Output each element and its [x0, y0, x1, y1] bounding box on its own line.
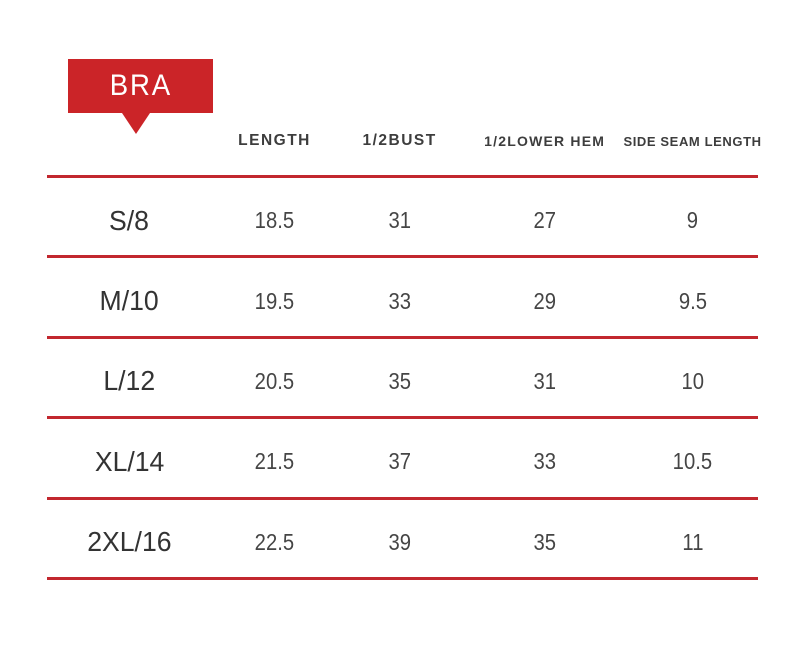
size-chart-table: LENGTH 1/2BUST 1/2LOWER HEM SIDE SEAM LE…	[47, 120, 762, 580]
table-row: L/12 20.5 35 31 10	[47, 335, 758, 416]
half-lower-hem-value: 35	[533, 528, 556, 555]
half-bust-cell: 39	[337, 500, 462, 577]
half-lower-hem-value: 27	[533, 207, 556, 234]
side-seam-cell: 9	[627, 178, 758, 255]
side-seam-cell: 9.5	[627, 258, 758, 335]
side-seam-cell: 11	[627, 500, 758, 577]
size-label: XL/14	[94, 445, 165, 477]
product-type-badge: BRA	[68, 59, 213, 113]
half-lower-hem-cell: 27	[462, 178, 627, 255]
half-bust-value: 33	[388, 287, 411, 314]
column-header-side-seam-length: SIDE SEAM LENGTH	[623, 133, 762, 149]
length-value: 21.5	[254, 448, 295, 475]
half-lower-hem-cell: 35	[462, 500, 627, 577]
half-lower-hem-value: 33	[533, 448, 556, 475]
size-cell: M/10	[47, 258, 212, 335]
column-header-size	[47, 120, 212, 175]
side-seam-cell: 10.5	[627, 419, 758, 496]
half-bust-value: 37	[388, 448, 411, 475]
length-value: 20.5	[254, 367, 295, 394]
side-seam-value: 10	[681, 367, 704, 394]
half-bust-cell: 37	[337, 419, 462, 496]
size-label: L/12	[103, 365, 156, 397]
half-lower-hem-value: 31	[533, 367, 556, 394]
half-lower-hem-cell: 29	[462, 258, 627, 335]
side-seam-value: 9.5	[678, 287, 707, 314]
half-bust-value: 35	[388, 367, 411, 394]
length-value: 19.5	[254, 287, 295, 314]
badge-pointer-icon	[122, 113, 150, 134]
size-cell: 2XL/16	[47, 500, 212, 577]
size-cell: S/8	[47, 178, 212, 255]
length-cell: 19.5	[212, 258, 337, 335]
size-label: M/10	[99, 285, 160, 317]
half-bust-cell: 33	[337, 258, 462, 335]
half-bust-cell: 35	[337, 339, 462, 416]
table-row: XL/14 21.5 37 33 10.5	[47, 416, 758, 496]
size-label: S/8	[109, 204, 150, 236]
half-lower-hem-value: 29	[533, 287, 556, 314]
table-row: 2XL/16 22.5 39 35 11	[47, 496, 758, 577]
length-cell: 18.5	[212, 178, 337, 255]
half-bust-value: 39	[388, 528, 411, 555]
column-header-half-bust: 1/2BUST	[362, 132, 437, 149]
length-cell: 20.5	[212, 339, 337, 416]
size-label: 2XL/16	[87, 526, 172, 558]
table-body: S/8 18.5 31 27 9 M/10 19.5 33 29 9.5 L/1…	[47, 175, 758, 580]
table-header-row: LENGTH 1/2BUST 1/2LOWER HEM SIDE SEAM LE…	[47, 120, 762, 175]
length-value: 18.5	[254, 207, 295, 234]
table-row: M/10 19.5 33 29 9.5	[47, 255, 758, 335]
side-seam-value: 9	[686, 207, 699, 234]
side-seam-cell: 10	[627, 339, 758, 416]
size-cell: L/12	[47, 339, 212, 416]
side-seam-value: 11	[682, 528, 704, 555]
half-lower-hem-cell: 33	[462, 419, 627, 496]
column-header-length: LENGTH	[238, 132, 311, 149]
table-row: S/8 18.5 31 27 9	[47, 175, 758, 255]
size-cell: XL/14	[47, 419, 212, 496]
side-seam-value: 10.5	[672, 448, 713, 475]
column-header-half-lower-hem: 1/2LOWER HEM	[484, 133, 606, 149]
length-cell: 22.5	[212, 500, 337, 577]
length-value: 22.5	[254, 528, 295, 555]
product-type-label: BRA	[109, 69, 172, 102]
half-bust-value: 31	[388, 207, 411, 234]
length-cell: 21.5	[212, 419, 337, 496]
half-bust-cell: 31	[337, 178, 462, 255]
half-lower-hem-cell: 31	[462, 339, 627, 416]
